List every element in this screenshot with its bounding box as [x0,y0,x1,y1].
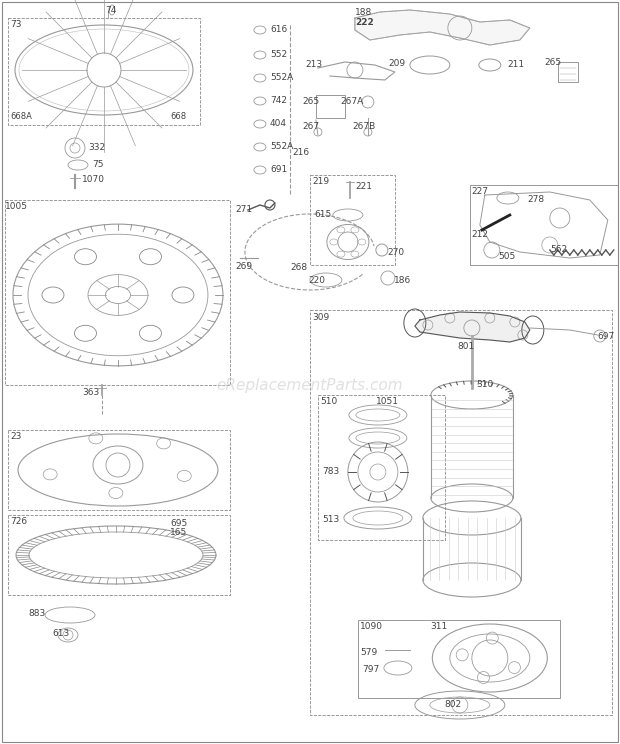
Text: 265: 265 [545,58,562,67]
Text: 883: 883 [28,609,45,618]
Text: 75: 75 [92,160,104,169]
Text: 269: 269 [235,262,252,271]
Polygon shape [415,312,530,342]
Text: 615: 615 [314,210,331,219]
Text: 510: 510 [320,397,337,406]
Text: 267: 267 [302,122,319,131]
Text: 209: 209 [388,59,405,68]
Text: 562: 562 [550,245,567,254]
Text: 616: 616 [270,25,287,34]
Text: 1051: 1051 [376,397,399,406]
Bar [470,185,618,265]
Text: 311: 311 [430,622,447,631]
Text: 797: 797 [362,665,379,674]
Text: 270: 270 [387,248,404,257]
Text: 552A: 552A [270,142,293,151]
Text: 332: 332 [88,143,105,152]
Text: 186: 186 [394,276,411,285]
Text: 801: 801 [458,342,475,351]
Text: 73: 73 [10,20,22,29]
Text: 1070: 1070 [82,175,105,184]
Text: 267A: 267A [340,97,363,106]
Text: 552A: 552A [270,73,293,82]
Bar [8,515,230,595]
Text: 579: 579 [360,648,377,657]
Polygon shape [355,10,530,45]
Text: 802: 802 [445,700,462,709]
Text: 1090: 1090 [360,622,383,631]
Text: 23: 23 [10,432,21,441]
Text: 691: 691 [270,165,287,174]
Bar [316,95,345,118]
Bar [310,175,395,265]
Text: 216: 216 [292,148,309,157]
Text: 309: 309 [312,313,329,322]
Text: 265: 265 [302,97,319,106]
Text: 268: 268 [290,263,307,272]
Bar [310,310,612,715]
Bar [558,62,578,82]
Text: 783: 783 [322,467,339,476]
Bar [5,200,230,385]
Text: 613: 613 [52,629,69,638]
Text: 278: 278 [528,195,545,204]
Text: 552: 552 [270,50,287,59]
Text: 221: 221 [355,182,372,191]
Text: 513: 513 [322,515,339,524]
Bar [8,430,230,510]
Text: 188: 188 [355,8,372,17]
Text: 404: 404 [270,119,287,128]
Text: eReplacementParts.com: eReplacementParts.com [216,377,403,393]
Text: 271: 271 [235,205,252,214]
Text: 165: 165 [170,528,187,537]
Text: 668: 668 [170,112,186,121]
Text: 742: 742 [270,96,287,105]
Text: 219: 219 [312,177,329,186]
Text: 222: 222 [355,18,374,27]
Text: 220: 220 [308,276,325,285]
Text: 726: 726 [10,517,27,526]
Text: 74: 74 [105,6,117,15]
Text: 227: 227 [472,187,489,196]
Text: 697: 697 [598,332,615,341]
Text: 668A: 668A [10,112,32,121]
Bar [8,18,200,125]
Text: 213: 213 [305,60,322,69]
Text: 310: 310 [476,380,493,389]
Text: 267B: 267B [352,122,375,131]
Text: 695: 695 [170,519,187,528]
Text: 212: 212 [472,230,489,239]
Bar [318,395,445,540]
Bar [358,620,560,698]
Text: 363: 363 [82,388,99,397]
Text: 1005: 1005 [5,202,28,211]
Text: 211: 211 [508,60,525,69]
Text: 505: 505 [498,252,515,261]
